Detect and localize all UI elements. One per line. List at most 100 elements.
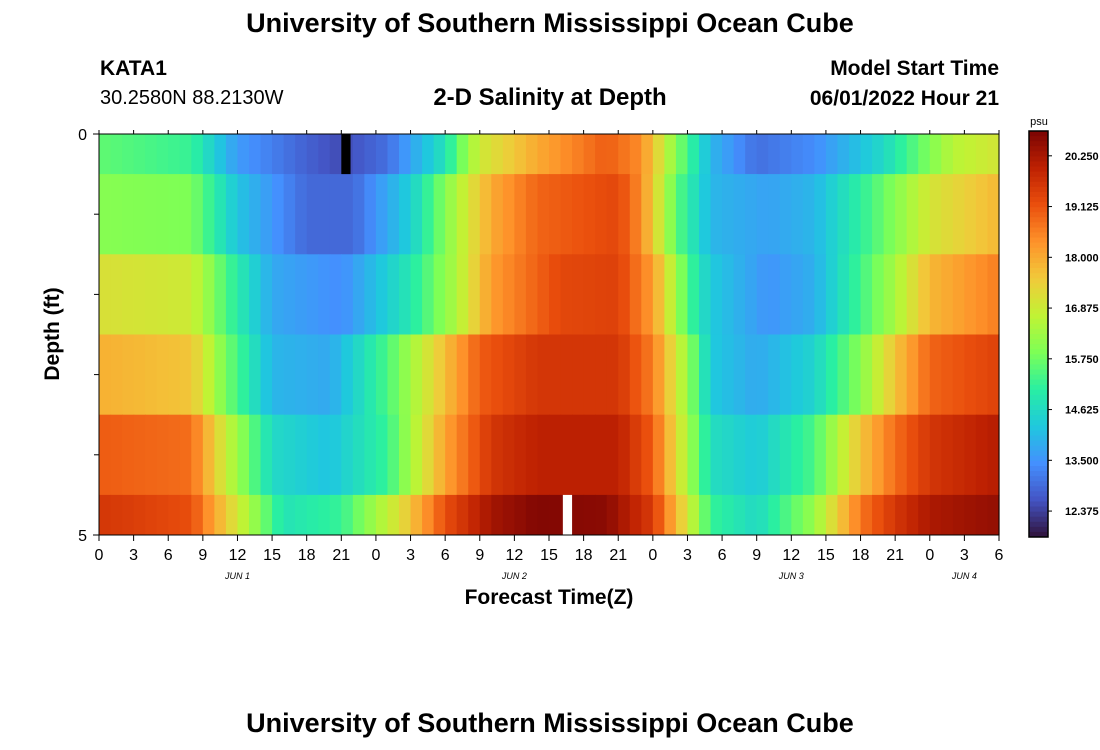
colorbar-tick-label: 18.000: [1065, 252, 1099, 264]
heatmap-cell: [133, 414, 146, 496]
colorbar-segment: [1029, 262, 1048, 269]
heatmap-cell: [768, 174, 781, 255]
heatmap-cell: [745, 414, 758, 496]
x-tick-label: 3: [960, 547, 969, 564]
heatmap-cell: [99, 494, 112, 536]
colorbar-segment: [1029, 242, 1048, 249]
heatmap-cell: [283, 174, 296, 255]
colorbar-segment: [1029, 410, 1048, 416]
colorbar-segment: [1029, 247, 1048, 254]
heatmap-cell: [375, 134, 389, 175]
colorbar-segment: [1029, 131, 1048, 137]
heatmap-cell: [145, 254, 158, 335]
colorbar-segment: [1029, 481, 1048, 487]
x-tick-label: 21: [609, 547, 627, 564]
colorbar-segment: [1029, 181, 1048, 188]
heatmap-cell: [433, 334, 446, 416]
heatmap-cell: [341, 414, 354, 496]
heatmap-cell: [756, 254, 769, 335]
heatmap-cell: [318, 134, 331, 175]
heatmap-cell: [514, 334, 527, 416]
heatmap-cell: [952, 134, 965, 175]
heatmap-cell: [652, 494, 665, 536]
heatmap-cell: [145, 414, 158, 496]
heatmap-cell: [549, 414, 562, 496]
colorbar-segment: [1029, 349, 1048, 355]
heatmap-cell: [191, 334, 204, 416]
heatmap-cell: [387, 414, 400, 496]
heatmap-cell: [560, 334, 573, 416]
heatmap-cell: [306, 494, 319, 536]
heatmap-cell: [641, 414, 654, 496]
heatmap-cell: [295, 414, 308, 496]
x-tick-label: 15: [540, 547, 558, 564]
heatmap-cell: [202, 494, 215, 536]
heatmap-cell: [387, 174, 400, 255]
heatmap-cell: [906, 254, 919, 335]
heatmap-cell: [214, 174, 227, 255]
x-tick-label: 21: [332, 547, 350, 564]
heatmap-cell: [872, 134, 885, 175]
heatmap-cell: [895, 174, 908, 255]
heatmap-cell: [768, 414, 781, 496]
heatmap-cell: [525, 254, 539, 335]
heatmap-cell: [768, 494, 781, 536]
heatmap-cell: [791, 334, 804, 416]
colorbar-segment: [1029, 227, 1048, 233]
heatmap-cell: [756, 414, 769, 496]
heatmap-cell: [987, 134, 1000, 175]
heatmap-cell: [295, 254, 308, 335]
heatmap-cell: [895, 334, 908, 416]
colorbar-segment: [1029, 445, 1048, 452]
y-tick-label: 0: [78, 127, 87, 144]
x-tick-label: 3: [683, 547, 692, 564]
heatmap-cell: [606, 174, 619, 255]
heatmap-cell: [756, 134, 769, 175]
colorbar-segment: [1029, 425, 1048, 431]
colorbar-segment: [1029, 334, 1048, 340]
footer-title: University of Southern Mississippi Ocean…: [246, 708, 854, 738]
heatmap-cell: [687, 174, 700, 255]
heatmap-cell: [745, 494, 758, 536]
heatmap-cell: [99, 334, 112, 416]
heatmap-cell: [375, 414, 389, 496]
heatmap-cell: [410, 134, 423, 175]
heatmap-cell: [514, 414, 527, 496]
heatmap-cell: [341, 494, 354, 536]
heatmap-cell: [814, 414, 827, 496]
heatmap-cell: [675, 494, 689, 536]
colorbar-segment: [1029, 196, 1048, 203]
heatmap-cell: [906, 414, 919, 496]
heatmap-cell: [295, 134, 308, 175]
colorbar-segment: [1029, 293, 1048, 299]
heatmap-cell: [237, 494, 250, 536]
heatmap-cell: [479, 254, 492, 335]
heatmap-cell: [825, 134, 839, 175]
heatmap-cell: [872, 254, 885, 335]
heatmap-cell: [468, 414, 481, 496]
colorbar-segment: [1029, 521, 1048, 528]
heatmap-cell: [329, 174, 342, 255]
colorbar-segment: [1029, 460, 1048, 467]
x-tick-label: 15: [817, 547, 835, 564]
heatmap-cell: [860, 494, 873, 536]
heatmap-cell: [941, 494, 954, 536]
heatmap-cell: [837, 494, 850, 536]
heatmap-cell: [849, 134, 862, 175]
colorbar-segment: [1029, 151, 1048, 157]
heatmap-cell: [249, 254, 262, 335]
heatmap-cell: [422, 174, 435, 255]
heatmap-cell: [352, 254, 365, 335]
heatmap-cell: [941, 414, 954, 496]
heatmap-cell: [618, 254, 631, 335]
colorbar-segment: [1029, 171, 1048, 178]
heatmap-cell: [987, 414, 1000, 496]
heatmap-cell: [872, 494, 885, 536]
colorbar-segment: [1029, 471, 1048, 477]
heatmap-cell: [156, 494, 169, 536]
heatmap-cell: [237, 414, 250, 496]
colorbar-tick-label: 13.500: [1065, 455, 1099, 467]
heatmap-cell: [99, 414, 112, 496]
heatmap-cell: [722, 494, 735, 536]
heatmap-cell: [572, 334, 585, 416]
